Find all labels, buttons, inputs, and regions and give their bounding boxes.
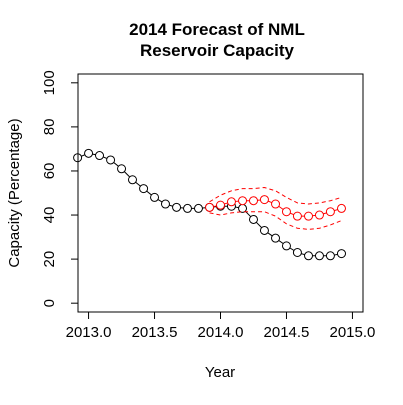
observed-point bbox=[95, 151, 105, 161]
y-tick-label: 0 bbox=[41, 299, 58, 307]
y-axis-label: Capacity (Percentage) bbox=[6, 118, 23, 267]
x-axis-label: Year bbox=[205, 364, 235, 381]
forecast-point bbox=[336, 203, 346, 213]
observed-point bbox=[248, 214, 258, 224]
observed-point bbox=[325, 251, 335, 261]
observed-point bbox=[271, 233, 281, 243]
observed-point bbox=[160, 199, 170, 209]
chart-title-line-1: 2014 Forecast of NML bbox=[129, 20, 305, 39]
x-tick-label: 2014.0 bbox=[198, 324, 244, 341]
observed-point bbox=[84, 148, 94, 158]
observed-point bbox=[117, 164, 127, 174]
forecast-point bbox=[281, 207, 291, 217]
observed-point bbox=[193, 203, 203, 213]
forecast-upper-line bbox=[209, 186, 342, 205]
forecast-point bbox=[205, 202, 215, 212]
y-tick-label: 40 bbox=[41, 207, 58, 224]
forecast-point bbox=[238, 196, 248, 206]
forecast-point bbox=[248, 196, 258, 206]
x-tick-label: 2014.5 bbox=[264, 324, 310, 341]
forecast-point bbox=[226, 197, 236, 207]
observed-point bbox=[292, 248, 302, 257]
observed-point bbox=[172, 202, 182, 212]
x-tick-label: 2015.0 bbox=[329, 324, 375, 341]
observed-point bbox=[336, 249, 346, 259]
forecast-point bbox=[259, 195, 269, 205]
y-tick-label: 20 bbox=[41, 251, 58, 268]
forecast-point bbox=[216, 200, 225, 210]
forecast-point bbox=[292, 211, 302, 221]
observed-point bbox=[281, 241, 291, 251]
x-tick-label: 2013.5 bbox=[132, 324, 178, 341]
y-tick-label: 100 bbox=[41, 70, 58, 95]
observed-point bbox=[106, 155, 116, 165]
series-layer bbox=[73, 148, 346, 261]
x-tick-label: 2013.0 bbox=[66, 324, 112, 341]
y-tick-label: 80 bbox=[41, 119, 58, 136]
observed-point bbox=[183, 203, 193, 213]
observed-point bbox=[150, 192, 160, 202]
chart-title-line-2: Reservoir Capacity bbox=[140, 41, 295, 60]
y-tick-label: 60 bbox=[41, 163, 58, 180]
forecast-point bbox=[271, 199, 281, 209]
observed-point bbox=[259, 225, 269, 235]
forecast-point bbox=[325, 207, 335, 217]
forecast-point bbox=[314, 210, 324, 220]
observed-point bbox=[139, 184, 149, 194]
plot-frame bbox=[77, 73, 364, 313]
y-axis: 0 20 40 60 80 100 bbox=[41, 70, 79, 307]
observed-point bbox=[304, 251, 314, 261]
observed-point bbox=[127, 175, 137, 185]
forecast-point bbox=[304, 211, 314, 221]
forecast-lower-line bbox=[209, 211, 342, 230]
x-axis: 2013.0 2013.5 2014.0 2014.5 2015.0 bbox=[66, 311, 375, 341]
observed-point bbox=[314, 251, 324, 261]
